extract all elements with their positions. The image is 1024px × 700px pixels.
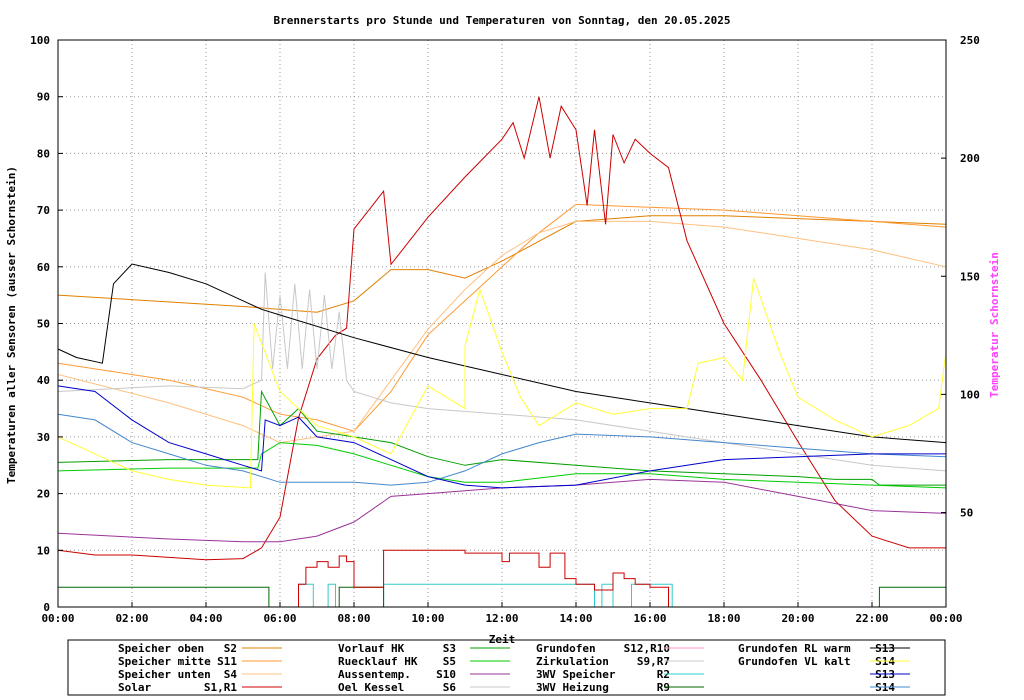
series-line: [57, 277, 947, 489]
x-tick-label: 00:00: [929, 612, 962, 625]
y-tick-label: 40: [37, 374, 50, 387]
legend-code: S10: [436, 668, 456, 681]
series-line: [57, 413, 947, 486]
series-line: [57, 272, 947, 472]
series-line: [57, 220, 947, 444]
y-tick-label: 50: [37, 318, 50, 331]
legend: Speicher oben S2 Speicher mitte S11 Speicher…: [118, 642, 910, 694]
y2-tick-label: 50: [960, 507, 973, 520]
legend-label: Aussentemp.: [338, 668, 411, 681]
grid: [58, 40, 946, 607]
y2-tick-label: 250: [960, 34, 980, 47]
legend-code: S5: [443, 655, 456, 668]
legend-code: S2: [224, 642, 237, 655]
x-tick-label: 00:00: [41, 612, 74, 625]
x-tick-label: 10:00: [411, 612, 444, 625]
y2-axis-label: Temperatur Schornstein: [988, 252, 1001, 398]
x-tick-label: 12:00: [485, 612, 518, 625]
x-tick-label: 06:00: [263, 612, 296, 625]
legend-code: S11: [217, 655, 237, 668]
legend-code: S6: [443, 681, 457, 694]
legend-code: S4: [224, 668, 238, 681]
legend-label: 3WV Heizung: [536, 681, 609, 694]
series-line: [57, 96, 946, 561]
y-tick-label: 30: [37, 431, 50, 444]
legend-label: Grundofen VL kalt: [738, 655, 851, 668]
x-tick-label: 20:00: [781, 612, 814, 625]
y2-tick-label: 150: [960, 270, 980, 283]
legend-code: S12,R10: [624, 642, 670, 655]
chart-title: Brennerstarts pro Stunde und Temperature…: [274, 14, 731, 27]
legend-label: Solar: [118, 681, 151, 694]
legend-label: Speicher mitte: [118, 655, 211, 668]
x-tick-label: 22:00: [855, 612, 888, 625]
legend-label: Grundofen RL warm: [738, 642, 851, 655]
legend-code: R9: [657, 681, 670, 694]
y-tick-label: 20: [37, 488, 50, 501]
x-tick-label: 18:00: [707, 612, 740, 625]
series-group: [57, 96, 947, 608]
x-tick-label: 04:00: [189, 612, 222, 625]
series-line: [58, 583, 946, 608]
legend-code: R2: [657, 668, 670, 681]
series-line: [57, 203, 947, 432]
legend-label: Speicher oben: [118, 642, 204, 655]
legend-box: [67, 639, 946, 696]
legend-label: Vorlauf HK: [338, 642, 405, 655]
legend-code: S3: [443, 642, 456, 655]
legend-code: S1,R1: [204, 681, 237, 694]
legend-code: S9,R7: [637, 655, 670, 668]
legend-label: Ruecklauf HK: [338, 655, 418, 668]
series-line: [57, 389, 946, 486]
legend-label: Grundofen: [536, 642, 596, 655]
y-tick-label: 90: [37, 91, 50, 104]
series-line: [298, 549, 669, 607]
series-line: [57, 385, 946, 489]
series-line: [57, 478, 947, 543]
legend-label: Zirkulation: [536, 655, 609, 668]
y2-tick-label: 100: [960, 388, 980, 401]
x-tick-label: 16:00: [633, 612, 666, 625]
y-tick-label: 80: [37, 147, 50, 160]
y2-ticks: 50 100 150 200 250: [941, 34, 980, 520]
x-tick-label: 14:00: [559, 612, 592, 625]
y-tick-label: 0: [43, 601, 50, 614]
x-tick-label: 02:00: [115, 612, 148, 625]
y-axis-label: Temperaturen aller Sensoren (ausser Scho…: [5, 166, 18, 484]
y2-tick-label: 200: [960, 152, 980, 165]
y-tick-label: 70: [37, 204, 50, 217]
legend-label: Speicher unten: [118, 668, 211, 681]
x-tick-label: 08:00: [337, 612, 370, 625]
y-tick-label: 100: [30, 34, 50, 47]
series-line: [57, 263, 947, 444]
x-ticks: 00:00 02:00 04:00 06:00 08:00 10:00 12:00 14:00…: [41, 602, 963, 625]
y-tick-label: 60: [37, 261, 50, 274]
y-ticks: 0 10 20 30 40 50 60 70 80 90 100: [30, 34, 63, 614]
legend-label: 3WV Speicher: [536, 668, 616, 681]
y-tick-label: 10: [37, 544, 50, 557]
legend-label: Oel Kessel: [338, 681, 404, 694]
